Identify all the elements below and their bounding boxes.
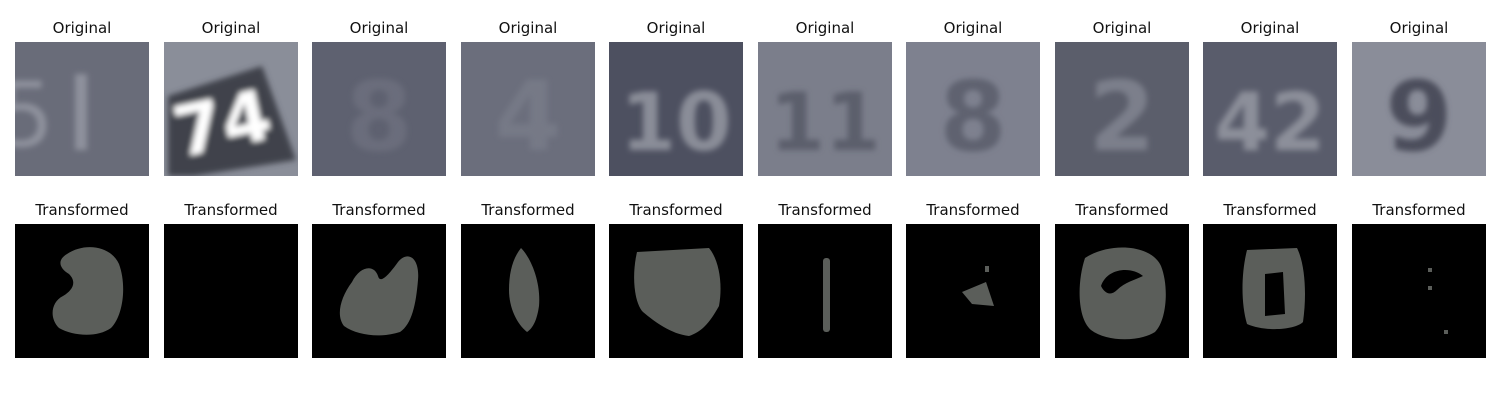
transformed-image	[164, 224, 298, 358]
original-image: 8	[312, 42, 446, 176]
original-image: 4	[461, 42, 595, 176]
digits-11-icon: 11	[758, 42, 892, 176]
original-image: 74	[164, 42, 298, 176]
blurred-digit-icon: 8	[312, 42, 446, 176]
original-title: Original	[1240, 19, 1300, 37]
svg-text:10: 10	[620, 76, 731, 169]
transformed-image	[1203, 224, 1337, 358]
digits-42-icon: 42	[1203, 42, 1337, 176]
transformed-blob-icon	[15, 224, 149, 358]
transformed-image	[461, 224, 595, 358]
transformed-title: Transformed	[926, 201, 1020, 219]
digits-10-icon: 10	[609, 42, 743, 176]
transformed-image	[906, 224, 1040, 358]
svg-text:5: 5	[15, 63, 54, 168]
empty-tile-icon	[164, 224, 298, 358]
transformed-bar-icon	[758, 224, 892, 358]
transformed-blob-icon	[609, 224, 743, 358]
original-image: 42	[1203, 42, 1337, 176]
transformed-image	[1352, 224, 1486, 358]
original-image: 9	[1352, 42, 1486, 176]
original-title: Original	[943, 19, 1003, 37]
transformed-blob-icon	[461, 224, 595, 358]
transformed-title: Transformed	[332, 201, 426, 219]
transformed-image	[609, 224, 743, 358]
svg-text:42: 42	[1214, 76, 1325, 169]
transformed-title: Transformed	[1372, 201, 1466, 219]
digit-nine-icon: 9	[1352, 42, 1486, 176]
transformed-image	[1055, 224, 1189, 358]
original-title: Original	[1389, 19, 1449, 37]
transformed-title: Transformed	[35, 201, 129, 219]
transformed-title: Transformed	[1075, 201, 1169, 219]
svg-text:8: 8	[346, 61, 413, 173]
transformed-image	[758, 224, 892, 358]
original-title: Original	[52, 19, 112, 37]
svg-text:9: 9	[1386, 61, 1453, 173]
original-image: 10	[609, 42, 743, 176]
transformed-title: Transformed	[629, 201, 723, 219]
original-title: Original	[201, 19, 261, 37]
original-image: 2	[1055, 42, 1189, 176]
transformed-frame-icon	[1203, 224, 1337, 358]
transformed-dots-icon	[1352, 224, 1486, 358]
svg-text:2: 2	[1089, 61, 1156, 173]
transformed-blob-icon	[312, 224, 446, 358]
svg-text:74: 74	[166, 74, 278, 174]
svg-text:8: 8	[940, 61, 1007, 173]
digit-two-icon: 2	[1055, 42, 1189, 176]
original-image: 11	[758, 42, 892, 176]
transformed-title: Transformed	[778, 201, 872, 219]
transformed-title: Transformed	[481, 201, 575, 219]
original-title: Original	[349, 19, 409, 37]
transformed-ring-icon	[1055, 224, 1189, 358]
svg-text:11: 11	[769, 76, 880, 169]
transformed-triangle-icon	[906, 224, 1040, 358]
svg-text:4: 4	[495, 61, 562, 173]
original-title: Original	[1092, 19, 1152, 37]
transformed-title: Transformed	[1223, 201, 1317, 219]
original-image: 5	[15, 42, 149, 176]
transformed-image	[312, 224, 446, 358]
transformed-title: Transformed	[184, 201, 278, 219]
digit-eight-icon: 8	[906, 42, 1040, 176]
blurred-digit-icon: 4	[461, 42, 595, 176]
original-title: Original	[498, 19, 558, 37]
original-title: Original	[646, 19, 706, 37]
transformed-image	[15, 224, 149, 358]
digit-one-icon: 5	[15, 42, 149, 176]
original-title: Original	[795, 19, 855, 37]
original-image: 8	[906, 42, 1040, 176]
digits-74-icon: 74	[164, 42, 298, 176]
